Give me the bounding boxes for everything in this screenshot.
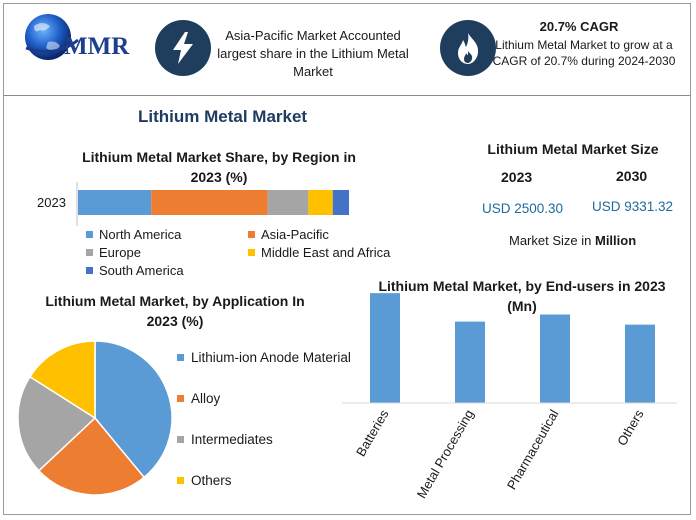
region-legend-item-north-america: North America (86, 227, 181, 242)
enduser-tick-label-pharmaceutical: Pharmaceutical (504, 407, 562, 492)
cagr-text: Lithium Metal Market to grow at a CAGR o… (492, 38, 676, 68)
market-size-title: Lithium Metal Market Size (487, 141, 659, 157)
region-legend-item-middle-east-and-africa: Middle East and Africa (248, 245, 390, 260)
legend-swatch (248, 231, 255, 238)
enduser-bar-pharmaceutical (540, 314, 570, 403)
logo (12, 12, 142, 62)
legend-swatch (86, 249, 93, 256)
legend-swatch (86, 231, 93, 238)
legend-label: Europe (99, 245, 141, 260)
region-bar-segment-north-america (78, 190, 152, 215)
infographic-frame (3, 3, 691, 515)
pie-legend-item-lithium-ion-anode-material: Lithium-ion Anode Material (177, 350, 351, 365)
lightning-icon (155, 20, 211, 76)
legend-swatch (86, 267, 93, 274)
legend-label: Intermediates (191, 432, 273, 447)
market-size-value-1: USD 2500.30 (482, 201, 564, 216)
region-bar-segment-europe (267, 190, 309, 215)
cagr-title: 20.7% CAGR (539, 19, 619, 34)
pie-legend-item-others: Others (177, 473, 232, 488)
legend-label: Others (191, 473, 232, 488)
legend-swatch (248, 249, 255, 256)
pie-legend-item-alloy: Alloy (177, 391, 220, 406)
pie-slice-alloy (37, 416, 146, 496)
market-size-year-1: 2023 (501, 169, 533, 185)
market-size-unit-note: Market Size in Million (509, 233, 637, 248)
enduser-bar-others (625, 324, 655, 403)
application-pie-chart (17, 340, 173, 496)
market-size-year-2: 2030 (616, 168, 648, 184)
region-highlight-text: Asia-Pacific Market Accounted largest sh… (217, 28, 409, 79)
enduser-tick-label-metal-processing: Metal Processing (414, 407, 477, 501)
region-legend-item-europe: Europe (86, 245, 141, 260)
region-bar-segment-south-america (332, 190, 349, 215)
legend-swatch (177, 477, 184, 484)
region-bar-category-label: 2023 (37, 195, 66, 210)
region-legend-item-south-america: South America (86, 263, 184, 278)
enduser-chart-title: Lithium Metal Market, by End-users in 20… (378, 278, 666, 314)
pie-slice-others (28, 340, 96, 420)
market-size-value-2: USD 9331.32 (592, 199, 674, 214)
globe-icon (25, 14, 79, 60)
logo-text: MMR (64, 33, 130, 60)
header-divider (4, 95, 690, 96)
legend-label: Asia-Pacific (261, 227, 329, 242)
legend-swatch (177, 395, 184, 402)
pie-legend-item-intermediates: Intermediates (177, 432, 273, 447)
region-legend-item-asia-pacific: Asia-Pacific (248, 227, 329, 242)
legend-swatch (177, 354, 184, 361)
application-chart-title: Lithium Metal Market, by Application In … (45, 293, 305, 329)
legend-label: Lithium-ion Anode Material (191, 350, 351, 365)
enduser-bar-chart: Batteries Metal Processing Pharmaceutical O… (342, 293, 677, 501)
legend-label: South America (99, 263, 184, 278)
enduser-tick-label-batteries: Batteries (353, 407, 392, 459)
legend-swatch (177, 436, 184, 443)
enduser-bar-batteries (370, 293, 400, 403)
region-bar-segment-middle-east-and-africa (308, 190, 333, 215)
region-bar-segment-asia-pacific (151, 190, 268, 215)
region-chart-title: Lithium Metal Market Share, by Region in… (82, 149, 356, 185)
legend-label: North America (99, 227, 182, 242)
legend-label: Middle East and Africa (261, 245, 391, 260)
enduser-bar-metal-processing (455, 321, 485, 403)
legend-label: Alloy (191, 391, 221, 406)
pie-slice-lithium-ion-anode-material (94, 340, 173, 479)
flame-icon (440, 20, 496, 76)
region-stacked-bar-chart (76, 182, 349, 226)
enduser-tick-label-others: Others (614, 407, 647, 449)
pie-slice-intermediates (17, 375, 97, 472)
page-title: Lithium Metal Market (138, 107, 308, 126)
